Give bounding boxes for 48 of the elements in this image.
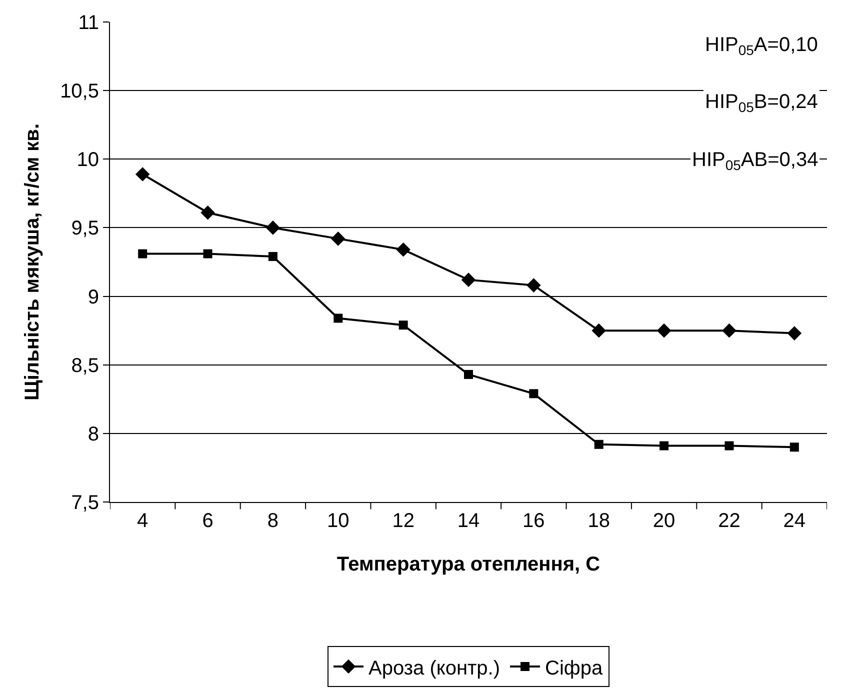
- point: [268, 252, 278, 262]
- point: [529, 389, 538, 398]
- x-tick-label: 22: [718, 510, 740, 532]
- x-tick-label: 24: [783, 510, 806, 532]
- annotation: HIP$_{05}$A=0,10: [705, 34, 818, 58]
- point: [594, 440, 604, 449]
- point: [722, 323, 736, 338]
- annotation: HIP$_{05}$B=0,24: [705, 91, 818, 116]
- y-axis-title: Щільність мякуша, кг/см кв.: [22, 123, 44, 401]
- point: [461, 272, 476, 287]
- x-tick-label: 6: [202, 510, 214, 532]
- point: [398, 320, 408, 330]
- y-tick-label: 10,5: [60, 80, 99, 103]
- point: [464, 370, 473, 379]
- x-tick-label: 8: [267, 510, 279, 532]
- y-tick-label: 9,5: [71, 218, 99, 240]
- point: [592, 323, 606, 338]
- y-tick-label: 10: [76, 149, 99, 172]
- y-tick-label: 7,5: [71, 492, 99, 514]
- x-tick-label: 18: [588, 510, 610, 532]
- point: [526, 278, 541, 292]
- annotation: HIP$_{05}$AB=0,34: [692, 149, 818, 174]
- x-tick-label: 10: [327, 510, 350, 532]
- point: [200, 205, 215, 220]
- point: [787, 326, 802, 340]
- point: [334, 314, 343, 323]
- y-tick-label: 11: [78, 12, 99, 34]
- point: [396, 242, 410, 257]
- x-tick-label: 14: [457, 510, 480, 532]
- point: [266, 220, 280, 235]
- y-tick-label: 8: [88, 423, 99, 446]
- point: [790, 442, 799, 452]
- y-tick-label: 9: [88, 286, 99, 308]
- legend-label: Ароза (контр.): [368, 657, 500, 680]
- x-tick-label: 16: [522, 510, 545, 532]
- x-tick-label: 4: [137, 510, 148, 532]
- x-tick-label: 12: [392, 510, 414, 532]
- point: [656, 323, 672, 338]
- point: [660, 441, 669, 450]
- legend-label: Сіфра: [545, 657, 604, 680]
- x-axis-title: Температура отеплення, С: [336, 554, 600, 576]
- x-tick-label: 20: [652, 510, 676, 532]
- point: [138, 249, 148, 258]
- point: [135, 167, 150, 182]
- point: [724, 441, 734, 450]
- point: [203, 249, 212, 258]
- y-tick-label: 8,5: [71, 354, 99, 377]
- point: [330, 232, 346, 246]
